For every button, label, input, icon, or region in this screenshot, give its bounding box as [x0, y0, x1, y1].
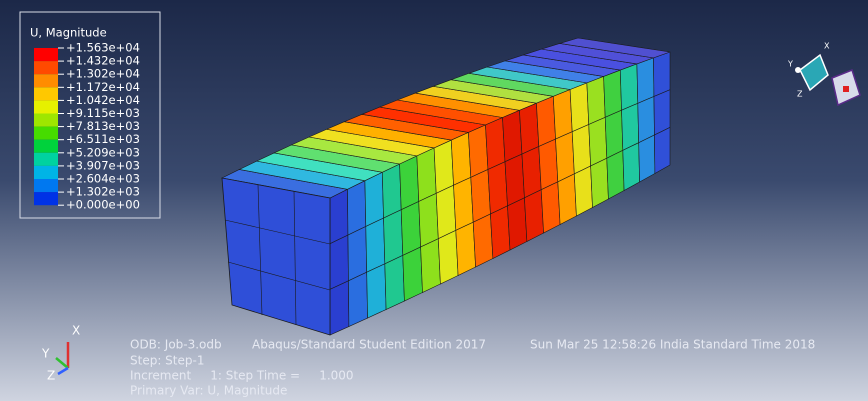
legend-label: +7.813e+03: [66, 119, 140, 133]
legend-label: +6.511e+03: [66, 132, 140, 146]
legend-band: [34, 74, 58, 87]
legend-band: [34, 100, 58, 113]
legend-label: +1.432e+04: [66, 54, 140, 68]
cube-marker: [843, 86, 849, 92]
front-face-strip: [347, 181, 367, 327]
legend-band: [34, 140, 58, 153]
increment: Increment 1: Step Time = 1.000: [130, 369, 354, 383]
legend-label: +1.042e+04: [66, 93, 140, 107]
primary-var: Primary Var: U, Magnitude: [130, 384, 287, 398]
legend-band: [34, 48, 58, 61]
y-axis-label: Y: [41, 347, 50, 361]
cube-y-label: Y: [787, 60, 793, 69]
legend-band: [34, 61, 58, 74]
product: Abaqus/Standard Student Edition 2017: [252, 338, 486, 352]
legend-label: +1.302e+04: [66, 67, 140, 81]
legend-band: [34, 179, 58, 192]
legend-label: +0.000e+00: [66, 198, 140, 212]
front-face-strip: [330, 189, 349, 335]
legend-band: [34, 114, 58, 127]
cube-x-label: X: [824, 42, 830, 51]
cube-dot: [795, 67, 801, 73]
front-face-strip: [637, 58, 655, 182]
x-axis-label: X: [72, 324, 80, 338]
legend-label: +1.172e+04: [66, 80, 140, 94]
legend-label: +2.604e+03: [66, 172, 140, 186]
z-axis-label: Z: [47, 369, 55, 383]
step: Step: Step-1: [130, 354, 204, 368]
legend-title: U, Magnitude: [30, 26, 107, 40]
legend-label: +1.563e+04: [66, 41, 140, 55]
cube-z-label: Z: [797, 90, 803, 99]
date: Sun Mar 25 12:58:26 India Standard Time …: [530, 338, 815, 352]
legend-band: [34, 87, 58, 100]
legend-label: +9.115e+03: [66, 106, 140, 120]
legend-label: +1.302e+03: [66, 185, 140, 199]
legend-band: [34, 153, 58, 166]
legend-band: [34, 192, 58, 205]
odb-name: ODB: Job-3.odb: [130, 338, 222, 352]
viewport: U, Magnitude +1.563e+04+1.432e+04+1.302e…: [0, 0, 868, 401]
legend-band: [34, 166, 58, 179]
legend-label: +5.209e+03: [66, 145, 140, 159]
legend-label: +3.907e+03: [66, 158, 140, 172]
legend-band: [34, 127, 58, 140]
